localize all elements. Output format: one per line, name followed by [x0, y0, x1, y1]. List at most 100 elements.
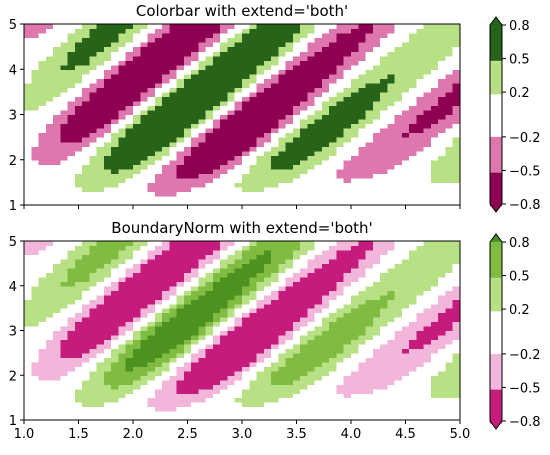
heatmap-cell [53, 141, 61, 147]
heatmap-cell [38, 119, 47, 125]
heatmap-cell [45, 191, 54, 197]
heatmap-cell [191, 254, 199, 260]
heatmap-cell [176, 384, 185, 390]
heatmap-cell [256, 150, 265, 156]
heatmap-cell [372, 299, 381, 305]
heatmap-cell [198, 317, 207, 323]
heatmap-cell [183, 64, 192, 70]
heatmap-cell [351, 276, 359, 282]
heatmap-cell [394, 343, 403, 349]
heatmap-cell [191, 317, 199, 323]
heatmap-cell [53, 258, 61, 264]
heatmap-cell [212, 276, 221, 282]
heatmap-cell [278, 258, 287, 264]
heatmap-cell [336, 114, 345, 120]
heatmap-cell [125, 397, 134, 403]
heatmap-cell [300, 379, 308, 385]
heatmap-cell [191, 164, 199, 170]
heatmap-cell [191, 357, 199, 363]
heatmap-cell [271, 281, 279, 287]
heatmap-cell [147, 195, 156, 202]
heatmap-cell [103, 91, 112, 97]
heatmap-cell [372, 55, 381, 61]
heatmap-cell [89, 263, 98, 269]
heatmap-cell [329, 91, 338, 97]
heatmap-cell [205, 366, 214, 372]
heatmap-cell [82, 182, 90, 188]
heatmap-cell [249, 73, 258, 79]
heatmap-cell [452, 339, 461, 345]
heatmap-cell [198, 46, 207, 52]
heatmap-cell [365, 379, 374, 385]
heatmap-cell [278, 37, 287, 43]
heatmap-cell [292, 46, 301, 52]
heatmap-cell [256, 105, 265, 111]
heatmap-cell [24, 100, 32, 107]
heatmap-cell [343, 254, 352, 260]
heatmap-cell [387, 33, 396, 39]
heatmap-cell [380, 334, 388, 341]
heatmap-cell [321, 245, 330, 251]
heatmap-cell [292, 100, 301, 107]
heatmap-cell [67, 109, 76, 116]
heatmap-cell [96, 51, 105, 57]
heatmap-cell [125, 411, 134, 417]
heatmap-cell [45, 28, 54, 34]
heatmap-cell [147, 303, 156, 309]
heatmap-cell [191, 339, 199, 345]
heatmap-cell [234, 308, 243, 314]
heatmap-cell [53, 397, 61, 403]
heatmap-cell [445, 370, 454, 376]
heatmap-cell [67, 348, 76, 354]
heatmap-cell [423, 33, 432, 39]
heatmap-cell [133, 141, 141, 147]
heatmap-cell [176, 357, 185, 363]
heatmap-cell [423, 78, 432, 84]
heatmap-cell [133, 411, 141, 417]
heatmap-cell [365, 164, 374, 170]
heatmap-cell [256, 168, 265, 174]
heatmap-cell [416, 411, 425, 417]
heatmap-cell [329, 276, 338, 282]
heatmap-cell [351, 415, 359, 421]
heatmap-cell [169, 397, 178, 403]
heatmap-cell [38, 87, 47, 93]
heatmap-cell [438, 343, 447, 349]
heatmap-cell [271, 343, 279, 349]
heatmap-cell [118, 308, 127, 314]
heatmap-cell [423, 263, 432, 269]
heatmap-cell [118, 119, 127, 125]
heatmap-cell [74, 159, 83, 165]
heatmap-cell [118, 55, 127, 61]
heatmap-cell [82, 64, 90, 70]
heatmap-cell [162, 155, 170, 161]
heatmap-cell [125, 308, 134, 314]
heatmap-cell [140, 128, 149, 134]
heatmap-cell [45, 245, 54, 251]
heatmap-cell [430, 91, 439, 97]
heatmap-cell [183, 281, 192, 287]
heatmap-cell [118, 361, 127, 367]
heatmap-cell [133, 119, 141, 125]
heatmap-cell [336, 299, 345, 305]
heatmap-cell [452, 137, 461, 143]
heatmap-cell [147, 55, 156, 61]
heatmap-cell [365, 73, 374, 79]
heatmap-cell [271, 290, 279, 296]
heatmap-cell [430, 132, 439, 138]
heatmap-cell [263, 384, 272, 390]
heatmap-cell [53, 384, 61, 390]
heatmap-cell [31, 402, 40, 408]
heatmap-cell [321, 334, 330, 341]
heatmap-cell [118, 330, 127, 336]
heatmap-cell [96, 303, 105, 309]
heatmap-cell [263, 258, 272, 264]
heatmap-cell [329, 105, 338, 111]
heatmap-cell [249, 195, 258, 202]
heatmap-cell [140, 177, 149, 183]
heatmap-cell [249, 326, 258, 332]
heatmap-cell [401, 132, 410, 138]
heatmap-cell [60, 326, 69, 332]
heatmap-cell [249, 60, 258, 66]
heatmap-cell [74, 195, 83, 202]
